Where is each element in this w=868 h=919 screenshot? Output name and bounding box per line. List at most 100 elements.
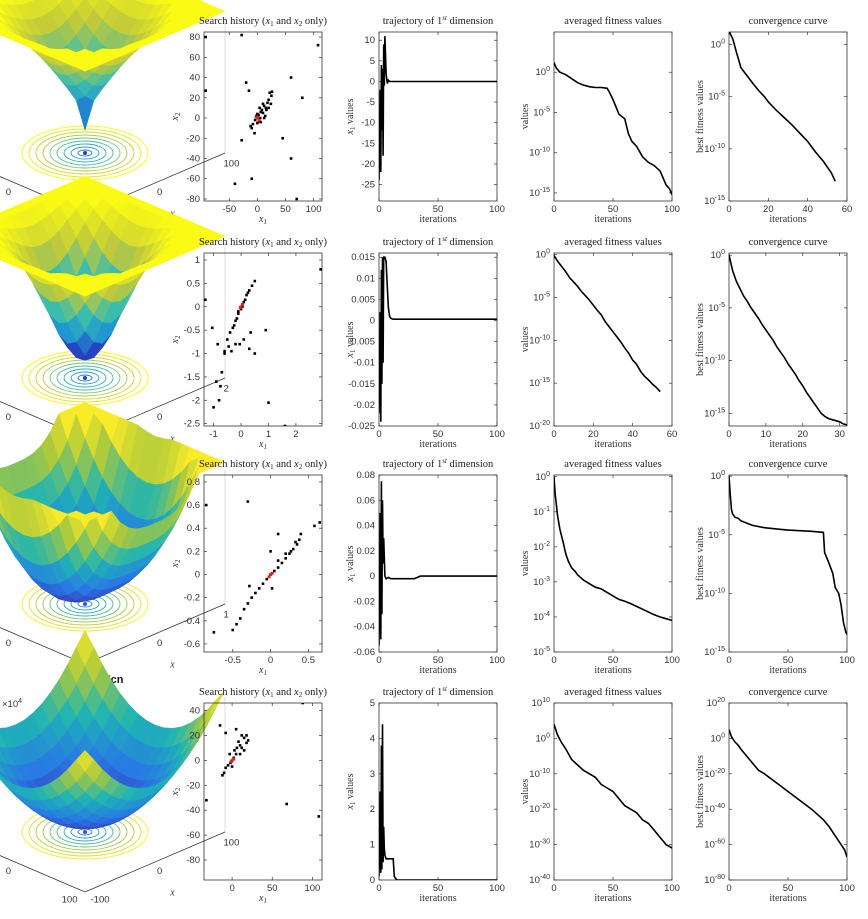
y-tick-label: -25 bbox=[361, 180, 375, 191]
scatter-point bbox=[205, 798, 208, 802]
y-tick-label: 0 bbox=[195, 569, 200, 580]
x-tick-label: 0 bbox=[157, 866, 162, 877]
x-axis-label: x bbox=[169, 888, 175, 899]
x-axis-label: iterations bbox=[769, 893, 806, 904]
y-tick-label: 0.015 bbox=[351, 252, 375, 263]
y-axis-label: values bbox=[520, 104, 531, 130]
scatter-point bbox=[250, 126, 254, 130]
chart-title: convergence curve bbox=[749, 459, 828, 470]
y-axis-label: best fitness values bbox=[695, 80, 706, 153]
x-tick-label: 0.5 bbox=[302, 655, 315, 666]
x-tick-label: 20 bbox=[763, 204, 774, 215]
x-tick-label: 0 bbox=[551, 655, 556, 666]
y-tick-label: -2 bbox=[192, 395, 200, 406]
y-tick-label: -0.6 bbox=[184, 639, 200, 650]
scatter-point bbox=[301, 703, 305, 705]
scatter-point bbox=[289, 157, 293, 160]
scatter-point bbox=[256, 112, 259, 116]
scatter-point bbox=[254, 591, 257, 595]
series-line bbox=[554, 62, 672, 195]
y-tick-label: 0.06 bbox=[357, 495, 376, 506]
x-tick-label: 100 bbox=[664, 883, 680, 894]
subplot-r1-c4: convergence curve 0 10 20 30 100 10-5 10-10 10-1… bbox=[695, 237, 848, 450]
scatter-point bbox=[269, 102, 273, 106]
scatter-point bbox=[243, 298, 247, 302]
y-axis-label: best fitness values bbox=[695, 755, 706, 828]
scatter-point bbox=[280, 561, 284, 565]
y-tick-label: 60 bbox=[189, 52, 200, 63]
x-tick-label: 100 bbox=[224, 838, 240, 849]
y-tick-label: 0 bbox=[6, 412, 11, 423]
x-tick-label: 0 bbox=[376, 204, 381, 215]
surface-patch bbox=[76, 750, 95, 773]
scatter-point bbox=[240, 746, 244, 750]
y-tick-label: 0 bbox=[370, 875, 375, 886]
scatter-point bbox=[233, 749, 236, 752]
x-tick-label: 100 bbox=[489, 204, 505, 215]
series-line bbox=[379, 256, 497, 422]
y-axis-label: best fitness values bbox=[695, 527, 706, 600]
contour-ring bbox=[56, 140, 114, 166]
x-tick-label: 100 bbox=[489, 655, 505, 666]
surface-patch bbox=[0, 245, 7, 252]
scatter-point bbox=[276, 566, 280, 569]
surface-patch bbox=[0, 239, 7, 248]
chart-title: trajectory of 1st​ dimension bbox=[383, 457, 494, 470]
surface-patch bbox=[0, 252, 7, 258]
x-tick-label: 100 bbox=[839, 655, 855, 666]
surface-patch bbox=[0, 20, 7, 28]
x-axis-label: iterations bbox=[594, 214, 631, 225]
axes-box bbox=[378, 252, 498, 427]
y-tick-label: -5 bbox=[367, 97, 375, 108]
chart-title: trajectory of 1st​ dimension bbox=[383, 685, 494, 698]
scatter-point bbox=[319, 268, 322, 271]
chart-title: averaged fitness values bbox=[564, 687, 661, 698]
subplot-r0-c4: convergence curve 0 20 40 60 100 10-5 10-10 10-1… bbox=[695, 16, 852, 225]
y-tick-label: 3 bbox=[370, 769, 375, 780]
x-tick-label: -50 bbox=[222, 204, 236, 215]
x-tick-label: 20 bbox=[797, 429, 808, 440]
scatter-point bbox=[230, 349, 233, 353]
axes-box bbox=[553, 252, 673, 427]
subplot-r3-c3: averaged fitness values 0 50 100 1010 100 10-1… bbox=[520, 687, 680, 904]
contour-center bbox=[83, 830, 87, 834]
scatter-point bbox=[237, 312, 240, 316]
scatter-point bbox=[204, 503, 208, 507]
y-tick-label: -20 bbox=[186, 780, 200, 791]
axes-box bbox=[378, 31, 498, 202]
x-tick-label: 50 bbox=[267, 883, 278, 894]
scatter-point bbox=[216, 342, 220, 346]
y-tick-label: 20 bbox=[189, 93, 200, 104]
subplot-r0-c2: trajectory of 1st​ dimension050100-25-20… bbox=[345, 14, 505, 225]
x-tick-label: 0 bbox=[376, 429, 381, 440]
y-tick-label: 10-15 bbox=[704, 646, 725, 658]
x-axis-label: iterations bbox=[594, 893, 631, 904]
surface-patch bbox=[0, 214, 7, 221]
subplot-r0-c3: averaged fitness values 0 50 100 100 10-5 10-1… bbox=[520, 16, 680, 225]
scatter-point bbox=[242, 736, 246, 740]
scatter-point bbox=[253, 279, 257, 283]
chart-title: averaged fitness values bbox=[564, 16, 661, 27]
scatter-point bbox=[267, 106, 270, 110]
y-tick-label: 0 bbox=[370, 76, 375, 87]
subplot-r3-c1: Search history (x1​ and x2​ only) 0 50 100 -… bbox=[170, 687, 328, 905]
y-tick-label: 0.8 bbox=[187, 477, 200, 488]
surface-patch bbox=[75, 63, 95, 72]
scatter-point bbox=[248, 584, 251, 588]
axes-box bbox=[378, 702, 498, 881]
y-tick-label: -1.5 bbox=[184, 372, 200, 383]
y-tick-label: 1020 bbox=[707, 697, 725, 709]
contour-ring bbox=[77, 149, 93, 157]
x-tick-label: 50 bbox=[433, 204, 444, 215]
y-tick-label: 10-2 bbox=[533, 541, 550, 553]
chart-title: averaged fitness values bbox=[564, 459, 661, 470]
y-tick-label: 10-15 bbox=[704, 195, 725, 207]
x-tick-label: 0 bbox=[268, 655, 273, 666]
y-tick-label: 10-40 bbox=[529, 874, 550, 886]
scatter-point bbox=[285, 802, 288, 806]
scatter-point bbox=[234, 727, 238, 731]
x-tick-label: 50 bbox=[608, 883, 619, 894]
x-tick-label: 60 bbox=[667, 429, 678, 440]
x-tick-label: -0.5 bbox=[225, 655, 241, 666]
